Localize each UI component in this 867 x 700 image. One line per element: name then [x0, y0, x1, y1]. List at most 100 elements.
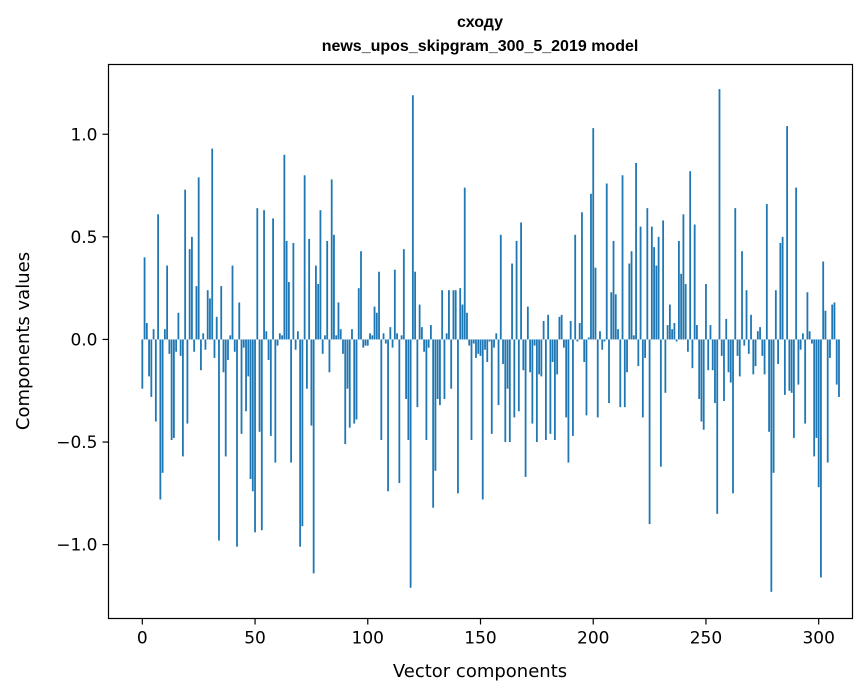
bar-288: [790, 339, 793, 393]
x-tick-label-1: 50: [244, 629, 266, 649]
chart-title-line-1: сходу: [457, 14, 503, 31]
bar-287: [788, 339, 791, 391]
bar-64: [285, 240, 288, 340]
bar-80: [321, 339, 324, 354]
bar-128: [430, 325, 432, 340]
bar-119: [409, 339, 412, 588]
bar-98: [362, 339, 365, 348]
bar-139: [454, 290, 457, 340]
bar-242: [687, 339, 689, 352]
bar-140: [457, 339, 459, 494]
bar-146: [470, 339, 473, 440]
bar-222: [641, 339, 644, 418]
bar-157: [495, 333, 498, 340]
bar-41: [233, 339, 236, 352]
bar-71: [301, 339, 304, 527]
bar-75: [310, 339, 313, 426]
bar-7: [157, 214, 159, 340]
bar-93: [351, 329, 353, 340]
bar-127: [427, 339, 430, 348]
bar-90: [344, 339, 347, 445]
bar-261: [729, 339, 732, 383]
bar-23: [193, 339, 196, 352]
bar-29: [206, 290, 209, 340]
bar-110: [389, 327, 392, 340]
bar-248: [700, 339, 703, 422]
bar-289: [792, 339, 795, 438]
bar-211: [617, 329, 619, 340]
bar-296: [808, 331, 811, 340]
bar-258: [723, 339, 725, 402]
bar-141: [459, 288, 462, 340]
bar-89: [342, 339, 344, 354]
bar-86: [335, 335, 338, 340]
bar-207: [608, 339, 610, 404]
bar-270: [750, 314, 752, 340]
bar-138: [452, 290, 455, 340]
bar-79: [319, 210, 322, 340]
y-axis-ticks: −1.0 −0.5 0.0 0.5 1.0: [56, 125, 109, 556]
bar-223: [644, 339, 646, 358]
bar-68: [294, 339, 297, 350]
bar-276: [763, 339, 766, 375]
bar-185: [558, 316, 561, 340]
bar-281: [774, 290, 777, 340]
bar-56: [267, 339, 270, 360]
bar-278: [768, 339, 770, 432]
bar-129: [432, 339, 435, 508]
bar-206: [605, 183, 608, 340]
bar-123: [418, 304, 421, 340]
bar-201: [594, 267, 597, 340]
bar-25: [197, 177, 200, 340]
bar-126: [425, 339, 428, 440]
bar-42: [236, 339, 238, 547]
bar-284: [781, 236, 784, 340]
bar-135: [445, 333, 448, 340]
bar-14: [172, 339, 175, 438]
bar-103: [373, 306, 376, 340]
bar-294: [804, 339, 807, 424]
bar-227: [653, 247, 655, 340]
bar-145: [468, 339, 471, 346]
bar-216: [628, 263, 631, 340]
bar-152: [484, 339, 486, 350]
bar-27: [202, 333, 205, 340]
bar-26: [200, 339, 202, 371]
bar-151: [481, 339, 484, 500]
bar-65: [287, 282, 290, 340]
bar-121: [414, 271, 417, 340]
y-tick-label-1: −0.5: [56, 433, 97, 453]
bar-10: [163, 329, 166, 340]
bar-84: [330, 179, 333, 340]
bar-184: [556, 339, 559, 375]
bar-9: [161, 339, 164, 473]
bar-260: [727, 339, 730, 373]
bar-6: [154, 339, 157, 422]
bar-272: [754, 339, 757, 367]
bar-245: [693, 224, 696, 340]
plot-frame: [107, 63, 854, 620]
bar-22: [191, 236, 193, 340]
bar-174: [533, 339, 536, 346]
bar-107: [382, 333, 385, 340]
bar-249: [702, 339, 705, 430]
bar-20: [186, 339, 189, 424]
bar-220: [637, 339, 640, 367]
bar-88: [339, 329, 342, 340]
bar-137: [450, 339, 453, 389]
bar-240: [682, 214, 685, 340]
bar-159: [499, 234, 502, 340]
bar-253: [711, 339, 714, 371]
bar-231: [662, 220, 665, 340]
bar-286: [786, 126, 789, 340]
bar-73: [306, 339, 308, 389]
bar-118: [407, 339, 410, 440]
bar-171: [526, 306, 529, 340]
bar-150: [479, 339, 482, 356]
bar-189: [567, 339, 570, 463]
bar-153: [486, 339, 489, 363]
bar-292: [799, 339, 802, 350]
bar-149: [477, 339, 480, 354]
bar-52: [258, 339, 261, 432]
